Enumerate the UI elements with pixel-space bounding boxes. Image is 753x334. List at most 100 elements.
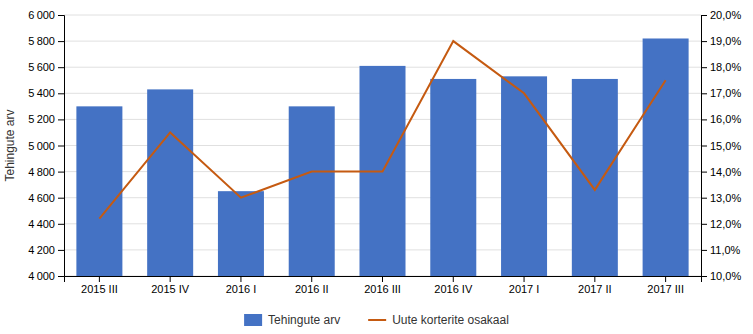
tick-mark	[665, 276, 666, 282]
chart: 2015 III2015 IV2016 I2016 II2016 III2016…	[0, 0, 753, 334]
bar	[643, 38, 689, 276]
tick: 17,0%	[701, 87, 741, 99]
tick-label: 11,0%	[710, 244, 741, 256]
bar-series	[76, 38, 688, 276]
tick-label: 5 000	[28, 140, 55, 152]
tick-mark	[58, 67, 64, 68]
tick-mark	[701, 250, 707, 251]
tick-mark	[701, 224, 707, 225]
bar	[147, 89, 193, 276]
tick: 11,0%	[701, 244, 741, 256]
tick-label: 14,0%	[710, 166, 741, 178]
tick-mark	[701, 67, 707, 68]
y2-axis: 10,0%11,0%12,0%13,0%14,0%15,0%16,0%17,0%…	[701, 9, 741, 282]
tick-mark	[701, 41, 707, 42]
tick-label: 5 200	[28, 113, 55, 125]
bar	[572, 79, 618, 276]
tick: 6 000	[28, 9, 64, 21]
tick-mark	[382, 276, 383, 282]
tick-mark	[594, 276, 595, 282]
tick-mark	[311, 276, 312, 282]
tick-mark	[453, 276, 454, 282]
tick-label: 6 000	[28, 9, 55, 21]
legend-item: Uute korterite osakaal	[368, 313, 509, 327]
tick-label: 2017 II	[578, 283, 612, 295]
legend-swatch	[368, 319, 386, 321]
tick-mark	[701, 146, 707, 147]
tick: 5 600	[28, 61, 64, 73]
tick: 2016 III	[364, 276, 401, 295]
bar	[218, 191, 264, 276]
tick-mark	[58, 276, 64, 277]
tick-label: 5 800	[28, 35, 55, 47]
tick-label: 4 600	[28, 192, 55, 204]
y-axis: 4 0004 2004 4004 6004 8005 0005 2005 400…	[28, 9, 64, 282]
tick-label: 17,0%	[710, 87, 741, 99]
tick-mark	[701, 276, 707, 277]
axis-line	[702, 16, 708, 277]
y-axis-label: Tehingute arv	[3, 109, 17, 181]
tick: 15,0%	[701, 140, 741, 152]
tick: 2016 IV	[434, 276, 473, 295]
tick-mark	[58, 198, 64, 199]
tick-label: 10,0%	[710, 270, 741, 282]
tick: 5 400	[28, 87, 64, 99]
tick: 18,0%	[701, 61, 741, 73]
line	[99, 41, 665, 218]
tick-mark	[701, 172, 707, 173]
tick-mark	[58, 250, 64, 251]
axis-line	[65, 277, 702, 283]
tick: 2017 I	[509, 276, 540, 295]
tick-label: 18,0%	[710, 61, 741, 73]
grid-line	[64, 15, 701, 16]
tick-mark	[701, 119, 707, 120]
tick-label: 2016 III	[364, 283, 401, 295]
x-axis: 2015 III2015 IV2016 I2016 II2016 III2016…	[65, 276, 702, 295]
tick: 10,0%	[701, 270, 741, 282]
tick-mark	[240, 276, 241, 282]
tick: 19,0%	[701, 35, 741, 47]
tick: 16,0%	[701, 113, 741, 125]
tick-label: 5 600	[28, 61, 55, 73]
tick-label: 4 000	[28, 270, 55, 282]
legend-label: Tehingute arv	[268, 313, 340, 327]
tick-mark	[701, 198, 707, 199]
tick: 4 400	[28, 218, 64, 230]
tick-mark	[524, 276, 525, 282]
tick-mark	[58, 224, 64, 225]
grid	[64, 15, 701, 276]
tick-mark	[58, 93, 64, 94]
bar	[76, 106, 122, 276]
tick: 5 800	[28, 35, 64, 47]
tick: 20,0%	[701, 9, 741, 21]
legend-label: Uute korterite osakaal	[392, 313, 509, 327]
marks	[76, 38, 688, 276]
tick: 2015 III	[81, 276, 118, 295]
grid-line	[64, 41, 701, 42]
tick-mark	[701, 93, 707, 94]
tick-label: 2017 I	[509, 283, 540, 295]
tick: 2015 IV	[151, 276, 190, 295]
tick-label: 15,0%	[710, 140, 741, 152]
tick-label: 2016 I	[226, 283, 257, 295]
tick-mark	[58, 119, 64, 120]
bar	[501, 76, 547, 276]
tick-mark	[58, 41, 64, 42]
tick-mark	[170, 276, 171, 282]
tick: 4 000	[28, 270, 64, 282]
tick-label: 4 800	[28, 166, 55, 178]
tick: 5 000	[28, 140, 64, 152]
tick: 2017 III	[647, 276, 684, 295]
tick-label: 2015 IV	[151, 283, 190, 295]
tick: 14,0%	[701, 166, 741, 178]
tick-label: 2016 IV	[434, 283, 473, 295]
tick: 2017 II	[578, 276, 612, 295]
legend-swatch	[244, 314, 262, 326]
tick-label: 12,0%	[710, 218, 741, 230]
tick-mark	[99, 276, 100, 282]
legend: Tehingute arv Uute korterite osakaal	[244, 313, 509, 327]
tick: 2016 I	[226, 276, 257, 295]
tick-mark	[58, 15, 64, 16]
tick-label: 16,0%	[710, 113, 741, 125]
legend-item: Tehingute arv	[244, 313, 340, 327]
